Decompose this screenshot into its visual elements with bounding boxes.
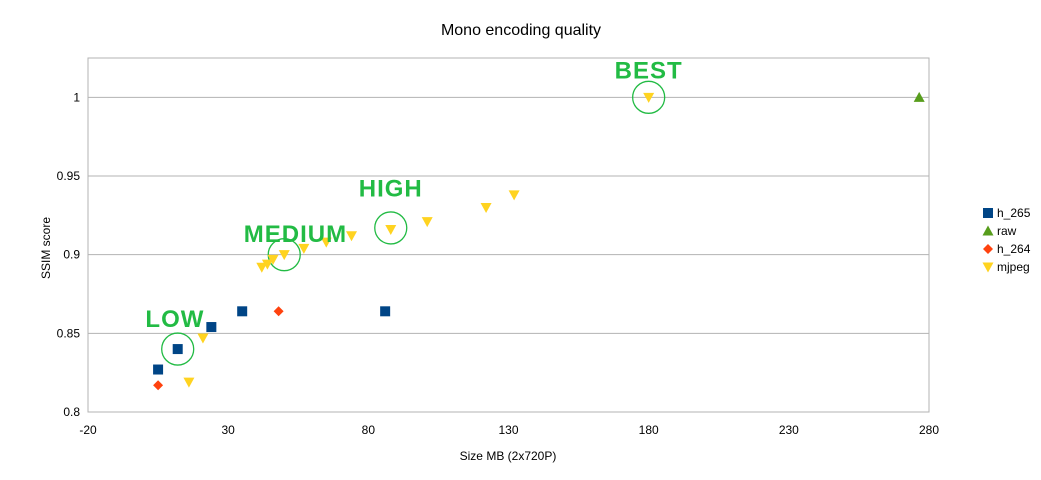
annotation-circles bbox=[161, 80, 666, 366]
x-tick-label: -20 bbox=[79, 423, 97, 437]
x-tick-label: 280 bbox=[919, 423, 939, 437]
annotation-circle-best bbox=[632, 80, 666, 114]
annotation-label-high: HIGH bbox=[359, 175, 423, 202]
data-point-mjpeg bbox=[261, 259, 273, 270]
y-tick-label: 0.85 bbox=[57, 326, 81, 340]
annotation-circle-medium bbox=[267, 238, 301, 272]
y-axis-label: SSIM score bbox=[39, 217, 53, 279]
data-point-mjpeg bbox=[298, 243, 310, 254]
plot-area bbox=[87, 57, 930, 413]
data-point-mjpeg bbox=[643, 92, 655, 103]
data-point-mjpeg bbox=[346, 231, 358, 242]
data-point-mjpeg bbox=[480, 202, 492, 213]
data-point-h-264 bbox=[153, 380, 164, 391]
y-axis-ticks: 0.8 0.85 0.9 0.95 1 bbox=[57, 90, 81, 419]
x-tick-label: 80 bbox=[362, 423, 376, 437]
chart-title: Mono encoding quality bbox=[441, 22, 601, 39]
data-point-h-265 bbox=[380, 306, 391, 317]
legend-label-h-265: h_265 bbox=[997, 206, 1031, 220]
data-point-h-264 bbox=[273, 306, 284, 317]
data-point-h-265 bbox=[237, 306, 248, 317]
data-point-mjpeg bbox=[183, 377, 195, 388]
legend-label-h-264: h_264 bbox=[997, 242, 1031, 256]
x-tick-label: 30 bbox=[221, 423, 235, 437]
grid bbox=[88, 96, 929, 413]
x-axis-label: Size MB (2x720P) bbox=[460, 449, 557, 463]
data-point-mjpeg bbox=[256, 262, 268, 273]
data-point-h-265 bbox=[172, 344, 183, 355]
y-tick-label: 0.95 bbox=[57, 169, 81, 183]
data-point-mjpeg bbox=[278, 250, 290, 261]
data-point-mjpeg bbox=[508, 190, 520, 201]
data-points bbox=[153, 91, 925, 391]
annotation-circle-low bbox=[161, 332, 195, 366]
x-tick-label: 130 bbox=[498, 423, 518, 437]
x-tick-label: 230 bbox=[779, 423, 799, 437]
data-point-raw bbox=[913, 91, 925, 102]
y-tick-label: 0.9 bbox=[63, 248, 80, 262]
annotation-labels: LOW MEDIUM HIGH BEST bbox=[145, 57, 683, 333]
legend-label-raw: raw bbox=[997, 224, 1017, 238]
legend-marker-h-264 bbox=[983, 244, 993, 254]
legend-marker-mjpeg bbox=[982, 262, 994, 273]
legend-label-mjpeg: mjpeg bbox=[997, 260, 1030, 274]
data-point-mjpeg bbox=[267, 254, 279, 265]
legend-marker-h-265 bbox=[983, 208, 993, 218]
data-point-h-265 bbox=[206, 322, 217, 333]
x-axis-ticks: -20 30 80 130 180 230 280 bbox=[79, 423, 939, 437]
annotation-label-low: LOW bbox=[145, 306, 204, 333]
annotation-label-best: BEST bbox=[615, 57, 683, 84]
x-tick-label: 180 bbox=[639, 423, 659, 437]
legend-marker-raw bbox=[982, 225, 994, 236]
data-point-mjpeg bbox=[197, 333, 209, 344]
data-point-h-265 bbox=[153, 364, 164, 375]
data-point-mjpeg bbox=[385, 224, 397, 235]
data-point-mjpeg bbox=[320, 237, 332, 248]
annotation-circle-high bbox=[374, 211, 408, 245]
annotation-label-medium: MEDIUM bbox=[244, 221, 347, 248]
data-point-mjpeg bbox=[421, 217, 433, 228]
y-tick-label: 1 bbox=[73, 90, 80, 104]
y-tick-label: 0.8 bbox=[63, 405, 80, 419]
